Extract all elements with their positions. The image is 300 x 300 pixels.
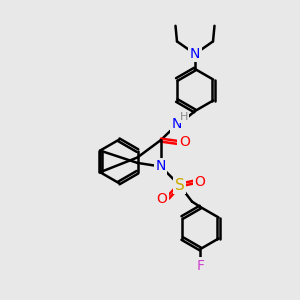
Text: O: O <box>179 136 190 149</box>
Text: H: H <box>179 112 188 122</box>
Text: N: N <box>156 160 166 173</box>
Text: N: N <box>190 47 200 61</box>
Text: O: O <box>157 192 167 206</box>
Text: F: F <box>196 259 204 272</box>
Text: O: O <box>194 175 205 189</box>
Text: N: N <box>172 118 182 131</box>
Text: S: S <box>175 178 184 193</box>
